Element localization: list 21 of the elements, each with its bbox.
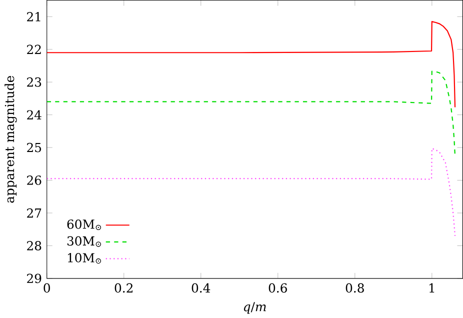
x-tick-label: 0.6 <box>268 283 287 292</box>
x-tick-label: 0.8 <box>346 283 364 292</box>
y-tick-label: 23 <box>27 77 42 87</box>
x-tick-label: 0 <box>44 283 50 292</box>
line-series <box>46 20 456 108</box>
y-tick-label: 21 <box>27 12 40 22</box>
x-tick-label: 0.2 <box>114 283 133 292</box>
legend-label: 30M$_{⊙}$ <box>67 236 102 247</box>
y-tick-label: 29 <box>27 274 42 283</box>
y-tick-label: 22 <box>27 44 41 54</box>
x-tick-label: 0.4 <box>192 283 210 292</box>
y-tick-label: 24 <box>27 110 42 120</box>
y-tick-label: 27 <box>27 208 42 218</box>
x-axis-title: q/m <box>244 302 266 314</box>
legend-label: 60M$_{⊙}$ <box>67 219 102 230</box>
y-tick-label: 28 <box>27 240 42 250</box>
y-axis-title: apparent magnitude <box>4 76 17 203</box>
y-tick-label: 25 <box>27 142 42 152</box>
legend-label: 10M$_{⊙}$ <box>68 252 102 264</box>
x-tick-label: 1 <box>429 283 434 292</box>
y-tick-label: 26 <box>27 175 42 185</box>
